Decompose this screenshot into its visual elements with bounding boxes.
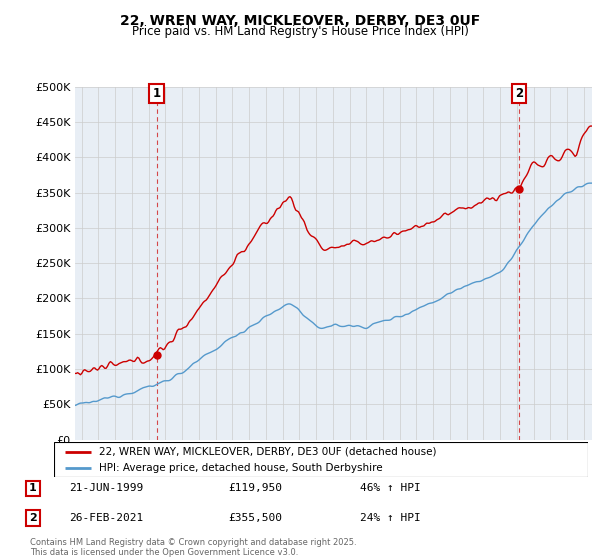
Text: £119,950: £119,950 (228, 483, 282, 493)
Text: £355,500: £355,500 (228, 513, 282, 523)
Text: Contains HM Land Registry data © Crown copyright and database right 2025.
This d: Contains HM Land Registry data © Crown c… (30, 538, 356, 557)
Text: 1: 1 (152, 87, 161, 100)
Text: 26-FEB-2021: 26-FEB-2021 (69, 513, 143, 523)
Text: 21-JUN-1999: 21-JUN-1999 (69, 483, 143, 493)
Text: 2: 2 (515, 87, 523, 100)
Text: HPI: Average price, detached house, South Derbyshire: HPI: Average price, detached house, Sout… (100, 463, 383, 473)
Text: 22, WREN WAY, MICKLEOVER, DERBY, DE3 0UF (detached house): 22, WREN WAY, MICKLEOVER, DERBY, DE3 0UF… (100, 447, 437, 457)
FancyBboxPatch shape (54, 442, 588, 477)
Text: 2: 2 (29, 513, 37, 523)
Text: 24% ↑ HPI: 24% ↑ HPI (360, 513, 421, 523)
Text: 22, WREN WAY, MICKLEOVER, DERBY, DE3 0UF: 22, WREN WAY, MICKLEOVER, DERBY, DE3 0UF (120, 14, 480, 28)
Text: 46% ↑ HPI: 46% ↑ HPI (360, 483, 421, 493)
Text: Price paid vs. HM Land Registry's House Price Index (HPI): Price paid vs. HM Land Registry's House … (131, 25, 469, 38)
Text: 1: 1 (29, 483, 37, 493)
